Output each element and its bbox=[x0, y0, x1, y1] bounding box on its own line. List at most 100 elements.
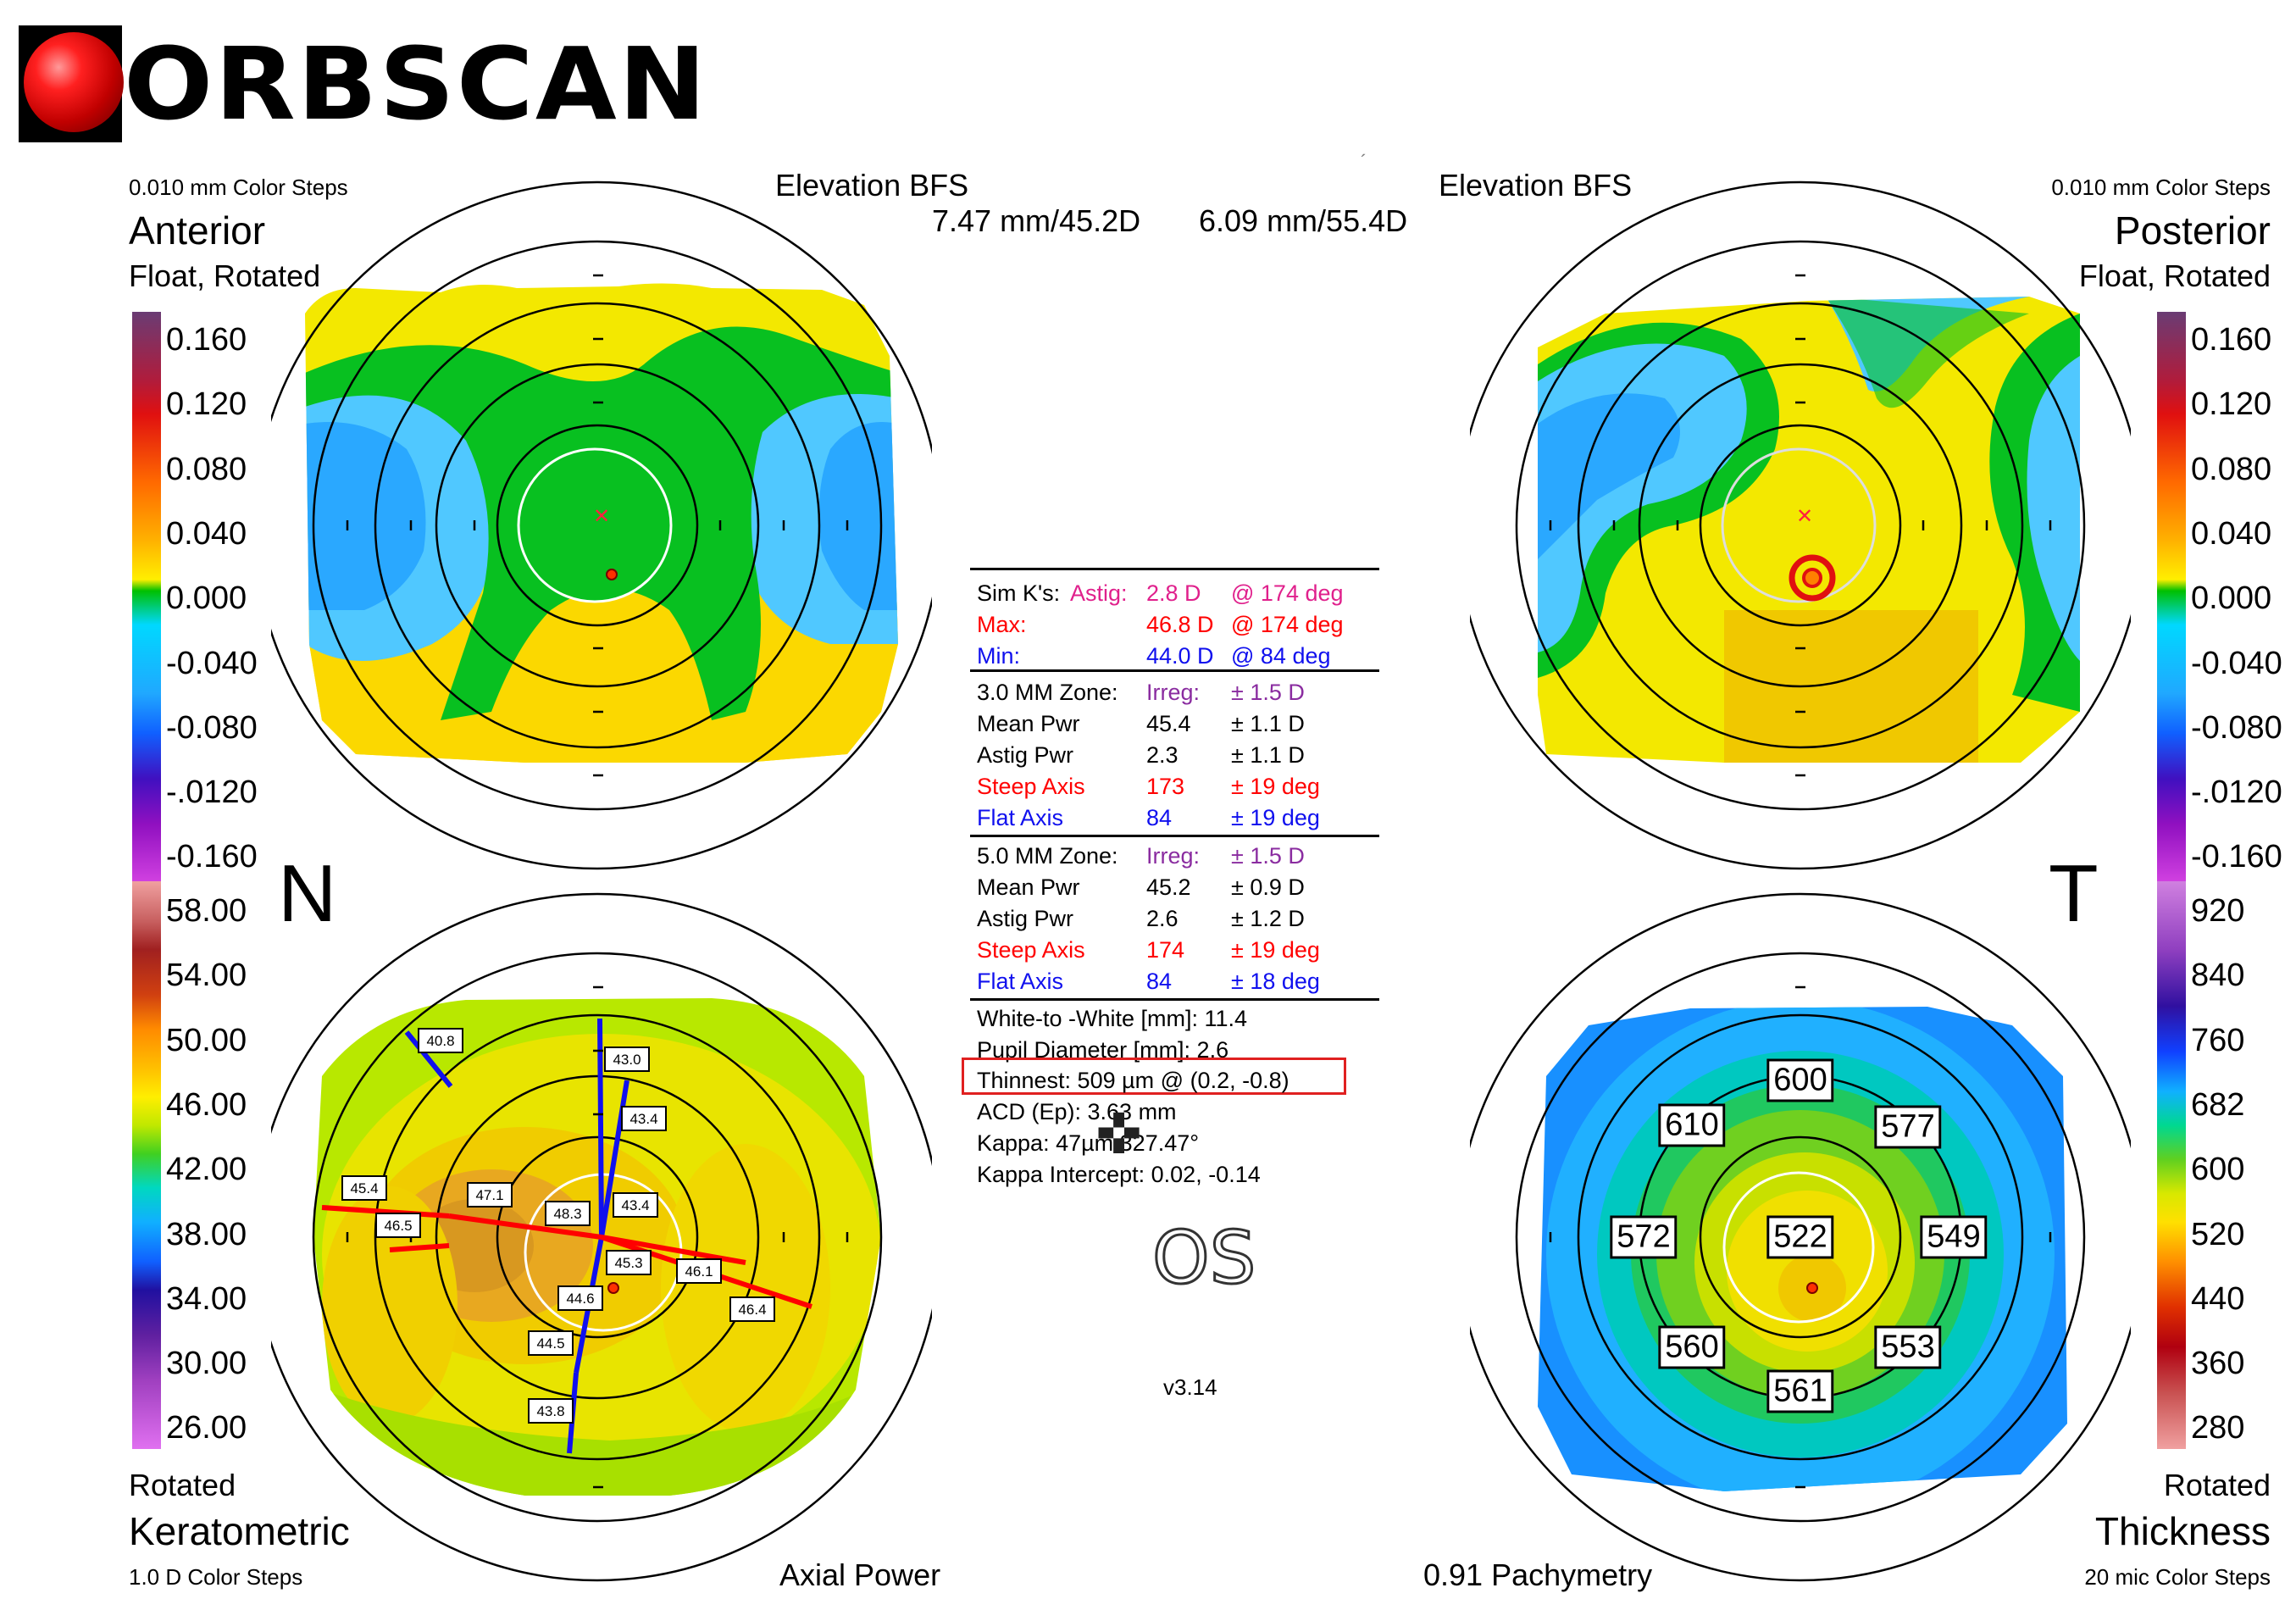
white-to-white: White-to -White [mm]: 11.4 bbox=[977, 1006, 1248, 1031]
kappa-intercept: Kappa Intercept: 0.02, -0.14 bbox=[977, 1162, 1261, 1187]
k-value-box bbox=[341, 1175, 387, 1201]
posterior-elevation-map: ✕ bbox=[1470, 180, 2131, 870]
left-elevation-scale-tick-label: -0.160 bbox=[166, 839, 258, 875]
zone3-astig-value: 2.3 bbox=[1146, 742, 1179, 768]
divider bbox=[970, 998, 1379, 1001]
right-elevation-scale-tick-label: 0.080 bbox=[2191, 451, 2272, 487]
k-value-box bbox=[613, 1192, 658, 1218]
thickness-title: Thickness bbox=[2094, 1509, 2271, 1553]
zone3-flat-err: ± 19 deg bbox=[1231, 805, 1320, 830]
k-value-box bbox=[418, 1028, 463, 1053]
k-value-box bbox=[545, 1201, 591, 1226]
thickness-color-steps: 20 mic Color Steps bbox=[2084, 1564, 2271, 1590]
k-value-label: 43.4 bbox=[629, 1111, 657, 1127]
left-elevation-scale-tick-label: -.0120 bbox=[166, 774, 258, 811]
zone5-mean-label: Mean Pwr bbox=[977, 874, 1080, 900]
zone5-steep-value: 174 bbox=[1146, 937, 1185, 963]
right-thickness-scale-tick-label: 840 bbox=[2191, 958, 2245, 994]
k-value-box bbox=[528, 1398, 574, 1424]
version-label: v3.14 bbox=[1163, 1374, 1217, 1400]
svg-text:✕: ✕ bbox=[593, 505, 610, 528]
divider bbox=[970, 568, 1379, 570]
zone3-irreg-label: Irreg: bbox=[1146, 680, 1201, 705]
right-thickness-scale-tick-label: 360 bbox=[2191, 1346, 2245, 1382]
keratometric-color-steps: 1.0 D Color Steps bbox=[129, 1564, 303, 1590]
k-value-label: 43.8 bbox=[536, 1403, 564, 1419]
thickness-mode: Rotated bbox=[2163, 1468, 2271, 1502]
posterior-bfs: 6.09 mm/55.4D bbox=[1199, 203, 1408, 238]
eye-label: OS bbox=[1151, 1215, 1256, 1302]
right-elevation-scale-tick-label: 0.000 bbox=[2191, 580, 2272, 617]
right-thickness-scale-tick-label: 600 bbox=[2191, 1152, 2245, 1188]
right-elevation-scale-tick-label: -0.160 bbox=[2191, 839, 2282, 875]
right-elevation-scale-tick-label: -0.040 bbox=[2191, 645, 2282, 681]
k-value-box bbox=[375, 1213, 421, 1238]
zone3-astig-label: Astig Pwr bbox=[977, 742, 1074, 768]
zone5-label: 5.0 MM Zone: bbox=[977, 843, 1118, 869]
left-elevation-scale-tick-label: 0.160 bbox=[166, 322, 247, 358]
pachy-value-right: 549 bbox=[1920, 1215, 1988, 1259]
thinnest-point: Thinnest: 509 µm @ (0.2, -0.8) bbox=[977, 1068, 1289, 1093]
k-value-box bbox=[528, 1330, 574, 1356]
zone3-steep-value: 173 bbox=[1146, 774, 1185, 799]
zone5-astig-label: Astig Pwr bbox=[977, 906, 1074, 931]
right-elevation-colorbar bbox=[2157, 312, 2186, 881]
simk-max-axis: @ 174 deg bbox=[1231, 612, 1344, 637]
left-elevation-scale-tick-label: 0.080 bbox=[166, 451, 247, 487]
right-elevation-scale-tick-label: 0.160 bbox=[2191, 322, 2272, 358]
pachy-value-left: 572 bbox=[1610, 1215, 1678, 1259]
keratometric-title: Keratometric bbox=[129, 1509, 350, 1553]
right-thickness-scale-tick-label: 920 bbox=[2191, 893, 2245, 929]
zone3-flat-value: 84 bbox=[1146, 805, 1173, 830]
right-thickness-scale-tick-label: 520 bbox=[2191, 1216, 2245, 1252]
anterior-map-label: Elevation BFS bbox=[775, 168, 969, 203]
k-value-box bbox=[729, 1296, 775, 1322]
k-value-label: 43.4 bbox=[621, 1197, 649, 1213]
simk-min-value: 44.0 D bbox=[1146, 643, 1214, 669]
simk-astig-label: Astig: bbox=[1070, 580, 1128, 606]
simk-min-axis: @ 84 deg bbox=[1231, 643, 1331, 669]
k-value-label: 46.4 bbox=[738, 1302, 766, 1318]
zone3-flat-label: Flat Axis bbox=[977, 805, 1064, 830]
k-value-box bbox=[557, 1285, 603, 1311]
zone3-mean-err: ± 1.1 D bbox=[1231, 711, 1305, 736]
posterior-color-steps: 0.010 mm Color Steps bbox=[2051, 175, 2271, 200]
nasal-letter: N bbox=[278, 848, 337, 939]
left-elevation-scale-tick-label: -0.080 bbox=[166, 709, 258, 746]
keratometric-map-label: Axial Power bbox=[779, 1557, 941, 1592]
k-value-label: 45.3 bbox=[614, 1255, 642, 1271]
right-thickness-scale-tick-label: 440 bbox=[2191, 1280, 2245, 1317]
k-value-box bbox=[467, 1182, 513, 1208]
k-value-box bbox=[621, 1106, 667, 1131]
stray-mark: ´ bbox=[1361, 151, 1367, 172]
right-thickness-colorbar bbox=[2157, 881, 2186, 1449]
right-thickness-scale-tick-label: 280 bbox=[2191, 1410, 2245, 1446]
logo-text: ORBSCAN bbox=[124, 25, 708, 142]
simk-max-label: Max: bbox=[977, 612, 1027, 637]
k-value-box bbox=[606, 1250, 652, 1275]
k-value-label: 46.1 bbox=[685, 1263, 713, 1280]
simk-max-value: 46.8 D bbox=[1146, 612, 1214, 637]
right-elevation-scale-tick-label: 0.120 bbox=[2191, 386, 2272, 423]
zone3-label: 3.0 MM Zone: bbox=[977, 680, 1118, 705]
simk-astig-value: 2.8 D bbox=[1146, 580, 1201, 606]
zone3-steep-err: ± 19 deg bbox=[1231, 774, 1320, 799]
right-elevation-scale-tick-label: 0.040 bbox=[2191, 515, 2272, 552]
left-elevation-scale-tick-label: 0.040 bbox=[166, 515, 247, 552]
left-power-scale-tick-label: 54.00 bbox=[166, 958, 247, 994]
k-value-label: 44.6 bbox=[566, 1291, 594, 1307]
posterior-map-label: Elevation BFS bbox=[1439, 168, 1633, 203]
zone5-mean-value: 45.2 bbox=[1146, 874, 1191, 900]
left-elevation-colorbar bbox=[132, 312, 161, 881]
pachy-value-bottom-left: 560 bbox=[1658, 1325, 1726, 1369]
right-thickness-scale-tick-label: 682 bbox=[2191, 1086, 2245, 1123]
zone5-mean-err: ± 0.9 D bbox=[1231, 874, 1305, 900]
zone5-astig-err: ± 1.2 D bbox=[1231, 906, 1305, 931]
zone5-irreg-value: ± 1.5 D bbox=[1231, 843, 1305, 869]
right-elevation-scale-tick-label: -0.080 bbox=[2191, 709, 2282, 746]
posterior-subtitle: Float, Rotated bbox=[2078, 258, 2271, 293]
k-value-label: 48.3 bbox=[553, 1206, 581, 1222]
left-elevation-scale-tick-label: 0.120 bbox=[166, 386, 247, 423]
posterior-title: Posterior bbox=[2114, 208, 2271, 253]
keratometric-mode: Rotated bbox=[129, 1468, 236, 1502]
